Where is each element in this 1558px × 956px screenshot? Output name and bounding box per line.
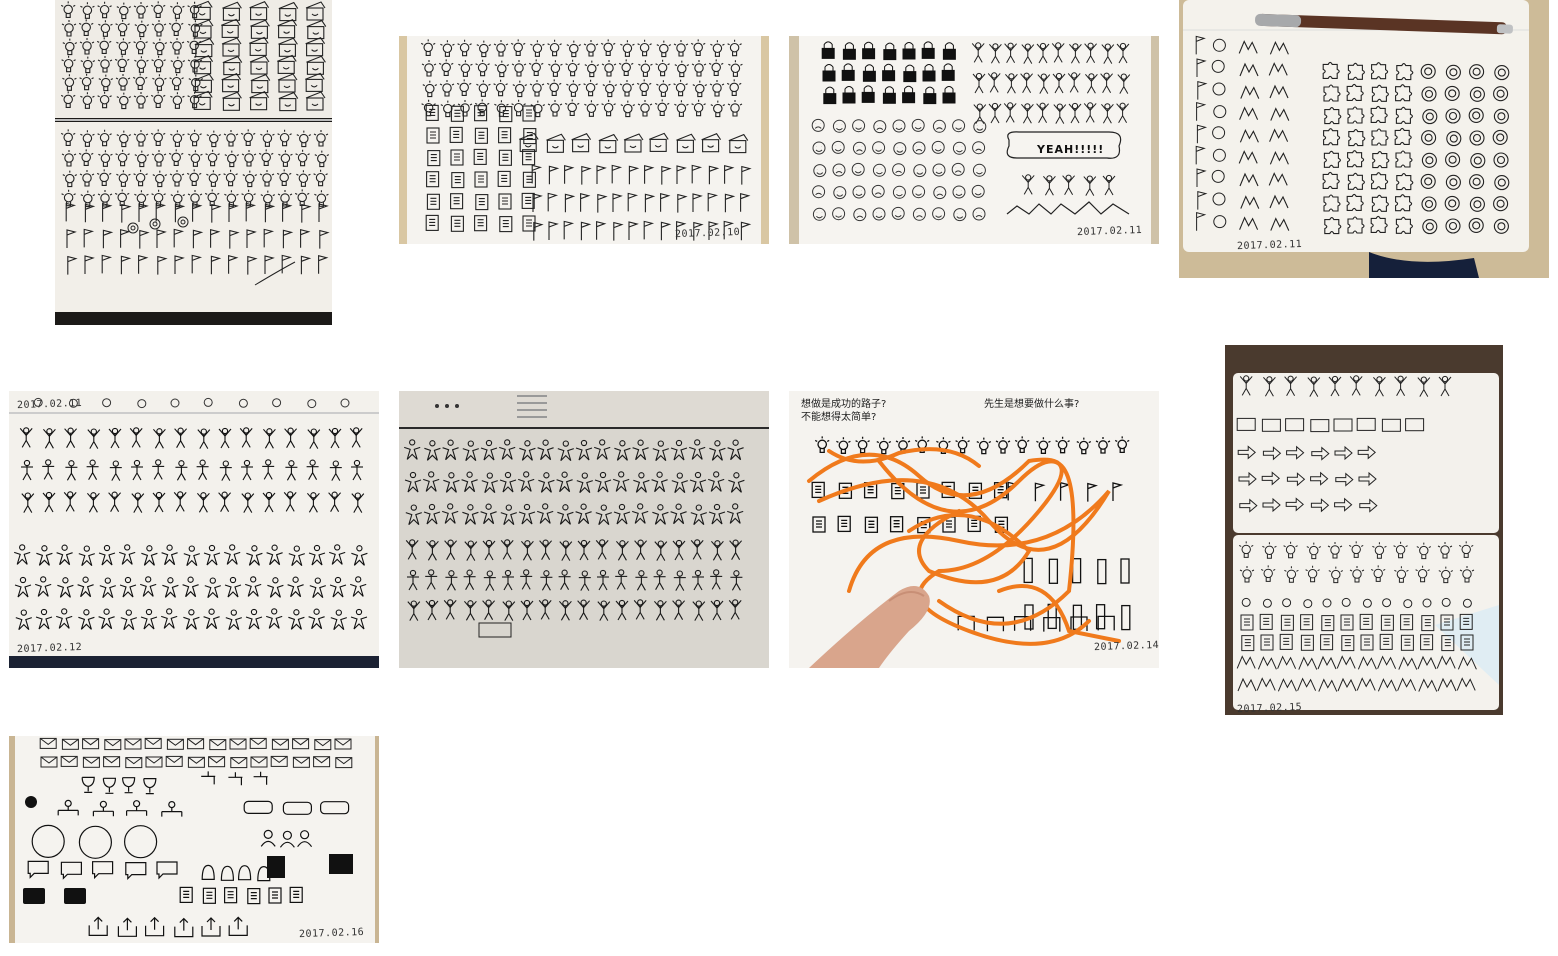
photo-7-note-1: 想做是成功的路子?	[801, 399, 887, 410]
photo-3-date: 2017.02.11	[1076, 224, 1143, 239]
hand	[809, 586, 930, 668]
notebook-photo-8: 2017.02.15	[1225, 345, 1503, 715]
photo-7-drawing	[789, 391, 1159, 668]
photo-5-top-date: 2017.02.11	[16, 397, 83, 412]
photo-7-date: 2017.02.14	[1093, 639, 1159, 654]
yeah-caption: YEAH!!!!!	[1037, 143, 1105, 156]
photo-5-drawing	[9, 391, 379, 656]
photo-5-date: 2017.02.12	[16, 641, 83, 656]
notebook-photo-1	[55, 0, 332, 325]
photo-8-drawing	[1233, 373, 1499, 710]
notebook-photo-4: 2017.02.11	[1179, 0, 1549, 278]
notebook-photo-9: 2017.02.16	[9, 736, 379, 943]
pen	[1255, 13, 1513, 35]
photo-6-drawing	[399, 391, 769, 668]
photo-2-date: 2017.02.10	[674, 226, 741, 241]
photo-1-drawing	[55, 0, 332, 312]
photo-4-date: 2017.02.11	[1236, 238, 1303, 253]
photo-9-drawing	[15, 736, 375, 943]
notebook-photo-2: 2017.02.10	[399, 36, 769, 244]
notebook-photo-7: 想做是成功的路子? 不能想得太简单? 先生是想要做什么事? 2017.02.14	[789, 391, 1159, 668]
notebook-photo-6	[399, 391, 769, 668]
photo-7-note-3: 先生是想要做什么事?	[984, 399, 1080, 410]
photo-8-date: 2017.02.15	[1236, 701, 1303, 715]
photo-2-drawing	[407, 36, 761, 244]
photo-9-date: 2017.02.16	[298, 926, 365, 941]
notebook-photo-3: YEAH!!!!! 2017.02.11	[789, 36, 1159, 244]
photo-7-note-2: 不能想得太简单?	[801, 412, 877, 423]
photo-4-drawing	[1183, 0, 1529, 278]
photo-3-drawing	[799, 36, 1151, 244]
orange-scribbles	[807, 447, 1121, 646]
notebook-photo-5: 2017.02.11 2017.02.12	[9, 391, 379, 668]
